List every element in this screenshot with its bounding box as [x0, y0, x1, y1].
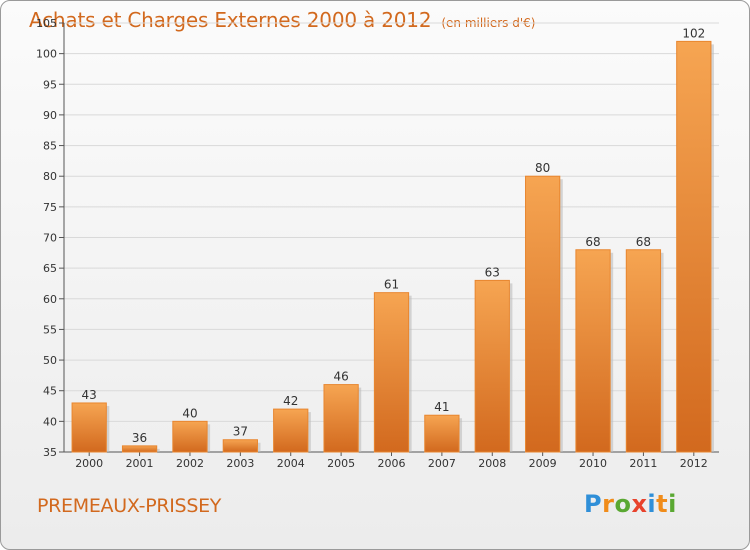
x-tick-label: 2002 — [176, 457, 204, 470]
bar-2006 — [373, 292, 410, 453]
value-label: 43 — [82, 388, 97, 402]
x-tick-label: 2008 — [478, 457, 506, 470]
logo-letter: x — [631, 490, 648, 518]
y-tick-label: 55 — [43, 323, 57, 336]
bar-2005 — [323, 384, 359, 453]
value-label: 41 — [434, 400, 449, 414]
value-label: 102 — [682, 26, 705, 40]
bar-2011 — [625, 249, 662, 453]
x-tick-label: 2009 — [529, 457, 557, 470]
bar-2012 — [676, 40, 712, 453]
x-tick-label: 2005 — [327, 457, 355, 470]
y-tick-label: 80 — [43, 170, 57, 183]
value-label: 40 — [182, 406, 197, 420]
bar-2003 — [222, 439, 258, 453]
bar-2007 — [424, 414, 460, 453]
bar-2000 — [71, 402, 107, 453]
value-label: 42 — [283, 394, 298, 408]
value-label: 46 — [333, 370, 348, 384]
x-tick-label: 2010 — [579, 457, 607, 470]
bar-2001 — [121, 445, 158, 453]
x-tick-label: 2011 — [629, 457, 657, 470]
y-tick-label: 35 — [43, 446, 57, 459]
y-tick-label: 60 — [43, 293, 57, 306]
y-tick-label: 95 — [43, 78, 57, 91]
value-label: 68 — [636, 235, 651, 249]
chart-title-text: Achats et Charges Externes 2000 à 2012 — [29, 8, 432, 32]
bar-2009 — [525, 175, 561, 453]
value-label: 63 — [485, 265, 500, 279]
bar-2010 — [575, 249, 611, 453]
logo-letter: r — [602, 490, 615, 518]
logo-letter: i — [668, 490, 677, 518]
logo-letter: i — [647, 490, 657, 518]
value-label: 68 — [585, 235, 600, 249]
value-label: 37 — [233, 425, 248, 439]
x-tick-label: 2001 — [126, 457, 154, 470]
y-tick-label: 70 — [43, 232, 57, 245]
logo-letter: t — [656, 490, 669, 518]
bar-2002 — [172, 420, 208, 453]
logo-letter: P — [584, 490, 603, 518]
x-tick-label: 2012 — [680, 457, 708, 470]
x-tick-label: 2007 — [428, 457, 456, 470]
value-label: 80 — [535, 161, 550, 175]
bar-2004 — [273, 408, 309, 453]
bars — [71, 40, 714, 453]
y-tick-label: 75 — [43, 201, 57, 214]
y-tick-label: 85 — [43, 140, 57, 153]
y-tick-label: 50 — [43, 354, 57, 367]
x-tick-label: 2004 — [277, 457, 305, 470]
y-tick-label: 40 — [43, 415, 57, 428]
logo-letter: o — [614, 490, 632, 518]
y-tick-label: 105 — [36, 17, 57, 30]
y-tick-label: 90 — [43, 109, 57, 122]
x-tick-label: 2003 — [226, 457, 254, 470]
value-label: 36 — [132, 431, 147, 445]
y-tick-label: 45 — [43, 385, 57, 398]
bar-2008 — [474, 279, 510, 453]
y-tick-label: 100 — [36, 48, 57, 61]
value-label: 61 — [384, 278, 399, 292]
x-tick-label: 2000 — [75, 457, 103, 470]
value-labels: 43 36 40 37 42 46 61 41 63 80 68 68 102 — [82, 26, 706, 444]
commune-name: PREMEAUX-PRISSEY — [37, 495, 222, 517]
proxiti-logo: Proxiti — [584, 490, 677, 518]
y-tick-label: 65 — [43, 262, 57, 275]
x-tick-label: 2006 — [378, 457, 406, 470]
